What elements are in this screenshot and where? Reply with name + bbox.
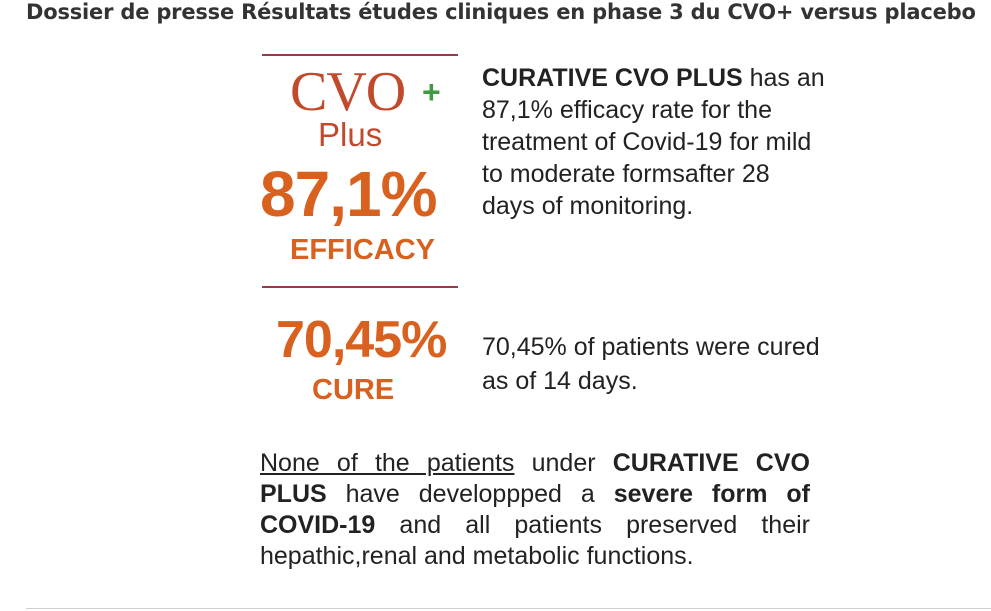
bottom-divider <box>26 608 991 609</box>
logo-subtitle: Plus <box>318 116 383 153</box>
efficacy-label: EFFICACY <box>290 234 435 266</box>
cure-description: 70,45% of patients were cured as of 14 d… <box>482 333 820 395</box>
summary-text: have developpped a <box>326 480 614 508</box>
top-divider <box>262 54 458 56</box>
efficacy-description: CURATIVE CVO PLUS has an 87,1% efficacy … <box>482 62 828 222</box>
cure-label: CURE <box>312 374 395 406</box>
middle-divider <box>262 286 458 288</box>
page-title: Dossier de presse Résultats études clini… <box>26 0 976 24</box>
summary-paragraph: None of the patients under CURATIVE CVO … <box>260 448 810 572</box>
summary-severe: severe form of COVID-19 <box>260 480 810 539</box>
efficacy-value: 87,1% <box>260 158 437 230</box>
summary-text: under <box>514 449 613 477</box>
cure-value: 70,45% <box>276 311 447 369</box>
brand-name: CURATIVE CVO PLUS <box>482 64 743 92</box>
cvo-logo: CVO <box>290 61 406 123</box>
efficacy-description-text: has an 87,1% efficacy rate for the treat… <box>482 64 825 220</box>
summary-brand: CURATIVE CVO PLUS <box>260 449 810 508</box>
press-infographic: CVO + Plus 87,1% EFFICACY CURATIVE CVO P… <box>250 48 830 588</box>
summary-underlined: None of the patients <box>260 449 515 477</box>
summary-text: and all patients preserved their hepathi… <box>260 511 810 570</box>
logo-plus-icon: + <box>422 74 441 110</box>
